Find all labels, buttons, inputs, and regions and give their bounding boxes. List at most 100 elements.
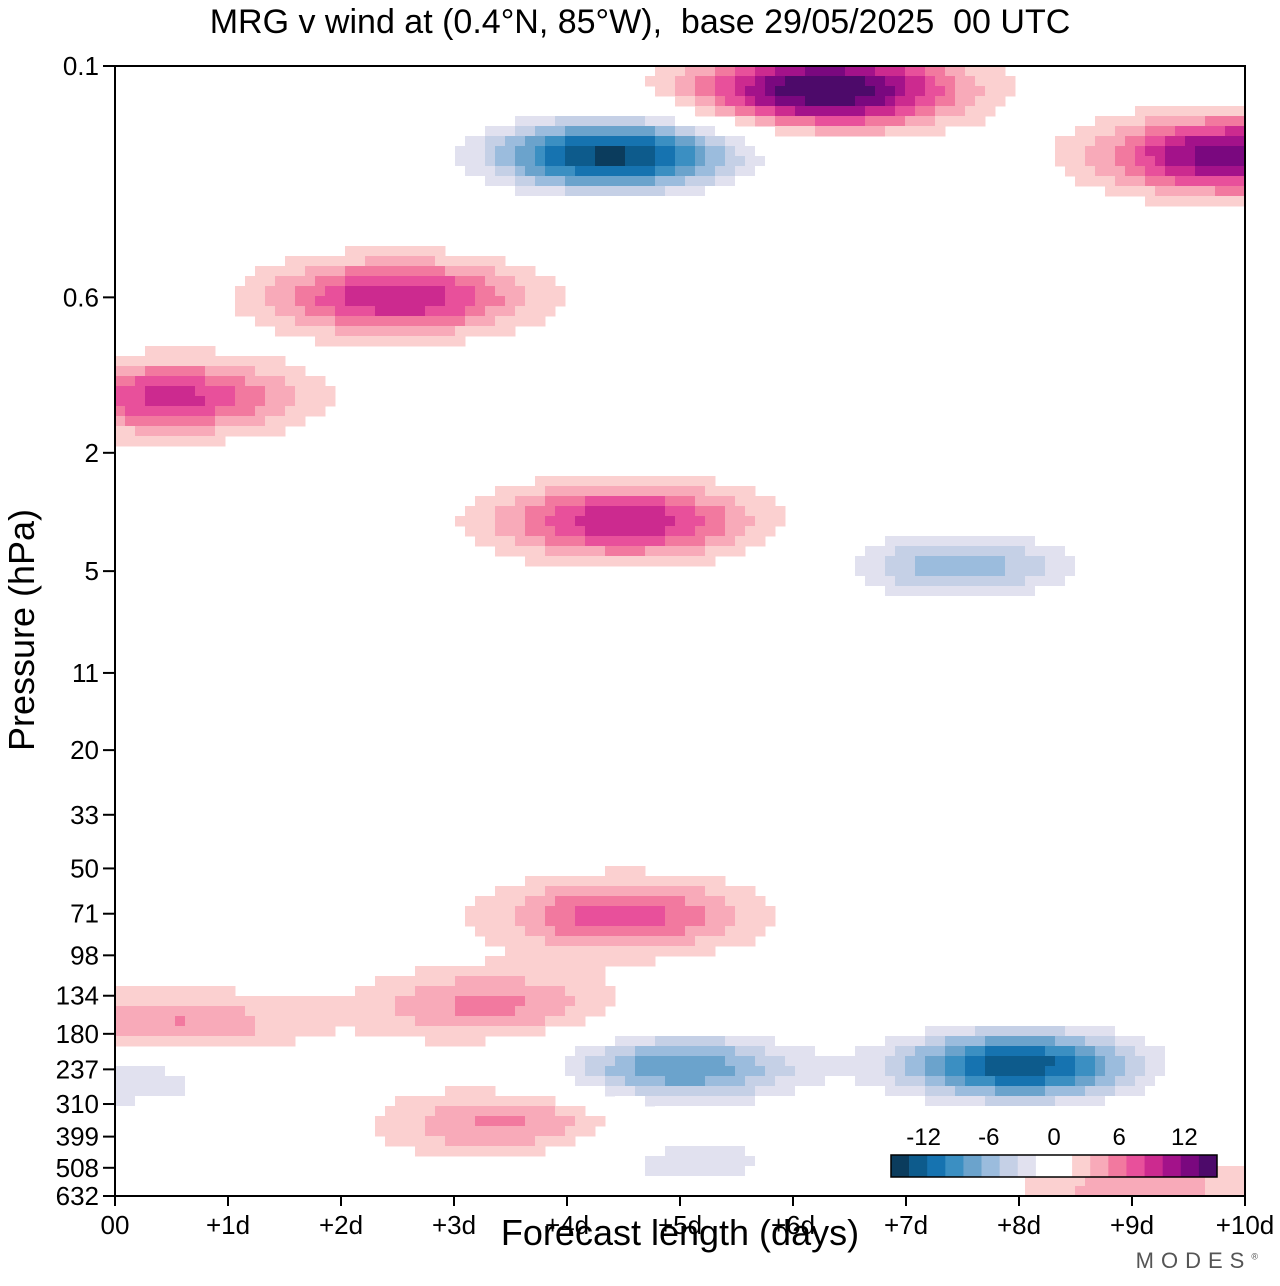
- field-cell: [345, 1006, 356, 1017]
- field-cell: [745, 926, 756, 937]
- field-cell: [1075, 1036, 1086, 1047]
- field-cell: [515, 176, 526, 187]
- field-cell: [325, 256, 336, 267]
- field-cell: [545, 106, 556, 117]
- field-cell: [485, 956, 496, 967]
- field-cell: [835, 1076, 846, 1087]
- field-cell: [565, 1126, 576, 1137]
- field-cell: [495, 916, 506, 927]
- field-cell: [715, 516, 726, 527]
- field-cell: [555, 476, 566, 487]
- field-cell: [295, 366, 306, 377]
- field-cell: [1145, 146, 1156, 157]
- field-cell: [555, 526, 566, 537]
- field-cell: [755, 1176, 766, 1187]
- field-cell: [845, 586, 856, 597]
- field-cell: [815, 1036, 826, 1047]
- field-cell: [565, 196, 576, 207]
- field-cell: [625, 1036, 636, 1047]
- field-cell: [535, 286, 546, 297]
- field-cell: [595, 1006, 606, 1017]
- field-cell: [415, 336, 426, 347]
- field-cell: [565, 946, 576, 957]
- field-cell: [695, 1116, 706, 1127]
- field-cell: [225, 416, 236, 427]
- field-cell: [525, 1136, 536, 1147]
- field-cell: [415, 1016, 426, 1027]
- field-cell: [135, 426, 146, 437]
- field-cell: [755, 136, 766, 147]
- y-tick-label: 508: [56, 1153, 99, 1183]
- field-cell: [135, 436, 146, 447]
- field-cell: [425, 276, 436, 287]
- field-cell: [1065, 1186, 1076, 1196]
- field-cell: [975, 66, 986, 77]
- field-cell: [135, 986, 146, 997]
- field-cell: [575, 1126, 586, 1137]
- field-cell: [715, 1146, 726, 1157]
- field-cell: [845, 86, 856, 97]
- field-cell: [765, 1096, 776, 1107]
- field-cell: [415, 1126, 426, 1137]
- field-cell: [635, 1186, 646, 1196]
- field-cell: [505, 1106, 516, 1117]
- field-cell: [615, 146, 626, 157]
- field-cell: [965, 1106, 976, 1117]
- field-cell: [475, 286, 486, 297]
- field-cell: [345, 326, 356, 337]
- field-cell: [615, 876, 626, 887]
- field-cell: [915, 106, 926, 117]
- field-cell: [725, 1056, 736, 1067]
- field-cell: [1165, 106, 1176, 117]
- field-cell: [1135, 1086, 1146, 1097]
- field-cell: [575, 1066, 586, 1077]
- field-cell: [1025, 536, 1036, 547]
- field-cell: [925, 1036, 936, 1047]
- field-cell: [665, 1086, 676, 1097]
- field-cell: [185, 426, 196, 437]
- field-cell: [1235, 106, 1245, 117]
- field-cell: [925, 106, 936, 117]
- field-cell: [755, 506, 766, 517]
- field-cell: [645, 896, 656, 907]
- field-cell: [615, 1036, 626, 1047]
- field-cell: [1235, 1176, 1245, 1187]
- field-cell: [535, 996, 546, 1007]
- field-cell: [125, 1066, 136, 1077]
- field-cell: [525, 296, 536, 307]
- field-cell: [775, 1026, 786, 1037]
- field-cell: [895, 1026, 906, 1037]
- field-cell: [645, 1066, 656, 1077]
- field-cell: [725, 1116, 736, 1127]
- field-cell: [985, 106, 996, 117]
- field-cell: [505, 496, 516, 507]
- field-cell: [1165, 1076, 1176, 1087]
- field-cell: [615, 186, 626, 197]
- field-cell: [675, 76, 686, 87]
- field-cell: [765, 76, 776, 87]
- field-cell: [435, 266, 446, 277]
- field-cell: [875, 116, 886, 127]
- field-cell: [535, 1066, 546, 1077]
- field-cell: [365, 996, 376, 1007]
- field-cell: [115, 1026, 126, 1037]
- field-cell: [1205, 1176, 1216, 1187]
- field-cell: [265, 416, 276, 427]
- colorbar-swatch: [1108, 1155, 1127, 1177]
- field-cell: [575, 1006, 586, 1017]
- field-cell: [625, 946, 636, 957]
- field-cell: [435, 136, 446, 147]
- field-cell: [1165, 1086, 1176, 1097]
- field-cell: [485, 1116, 496, 1127]
- field-cell: [875, 596, 886, 607]
- field-cell: [605, 1056, 616, 1067]
- field-cell: [585, 1046, 596, 1057]
- field-cell: [635, 536, 646, 547]
- field-cell: [635, 1146, 646, 1157]
- field-cell: [575, 986, 586, 997]
- field-cell: [1065, 556, 1076, 567]
- field-cell: [1025, 1176, 1036, 1187]
- field-cell: [815, 556, 826, 567]
- field-cell: [1165, 116, 1176, 127]
- field-cell: [125, 1076, 136, 1087]
